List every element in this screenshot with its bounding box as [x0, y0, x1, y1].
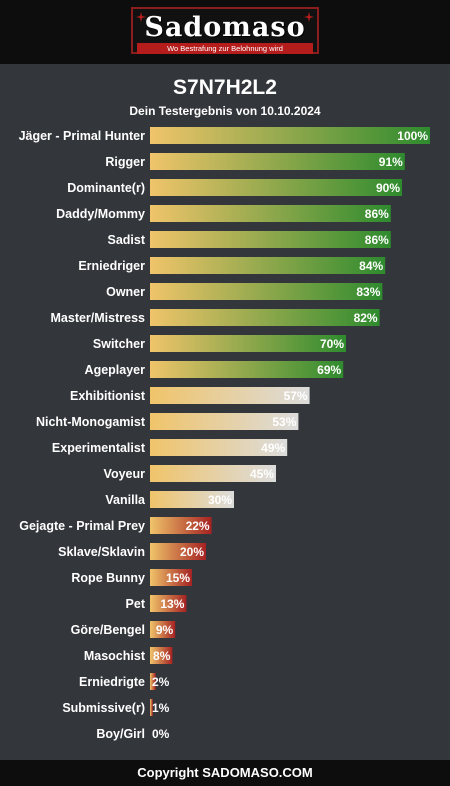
result-bar [150, 439, 288, 456]
category-label: Sklave/Sklavin [58, 545, 145, 559]
value-label: 9% [156, 623, 174, 637]
result-bar [150, 673, 156, 690]
header-bar: Sadomaso Wo Bestrafung zur Belohnung wir… [0, 0, 450, 64]
category-label: Daddy/Mommy [56, 207, 145, 221]
result-bar [150, 699, 153, 716]
category-label: Exhibitionist [70, 389, 146, 403]
value-label: 90% [376, 181, 400, 195]
result-bar [150, 179, 402, 196]
category-label: Sadist [107, 233, 145, 247]
category-label: Owner [106, 285, 145, 299]
value-label: 70% [320, 337, 344, 351]
result-bar [150, 647, 173, 664]
category-label: Rigger [105, 155, 145, 169]
category-label: Nicht-Monogamist [36, 415, 146, 429]
result-title: S7N7H2L2 [173, 76, 277, 99]
category-label: Pet [126, 597, 146, 611]
category-label: Göre/Bengel [71, 623, 145, 637]
value-label: 13% [160, 597, 184, 611]
value-label: 69% [317, 363, 341, 377]
category-label: Submissive(r) [62, 701, 145, 715]
value-label: 83% [356, 285, 380, 299]
result-bar [150, 543, 206, 560]
logo-tagline: Wo Bestrafung zur Belohnung wird [137, 43, 313, 54]
category-label: Jäger - Primal Hunter [19, 129, 146, 143]
result-bar [150, 491, 234, 508]
category-label: Masochist [84, 649, 146, 663]
value-label: 100% [397, 129, 428, 143]
value-label: 84% [359, 259, 383, 273]
value-label: 49% [261, 441, 285, 455]
category-label: Switcher [93, 337, 145, 351]
category-label: Gejagte - Primal Prey [19, 519, 145, 533]
result-bar [150, 153, 405, 170]
result-bar [150, 309, 380, 326]
result-bar-chart: Jäger - Primal Hunter 100% Rigger 91% Domina… [19, 127, 430, 741]
category-label: Master/Mistress [51, 311, 146, 325]
site-logo[interactable]: Sadomaso Wo Bestrafung zur Belohnung wir… [131, 7, 319, 54]
value-label: 30% [208, 493, 232, 507]
result-bar [150, 205, 391, 222]
result-bar [150, 621, 176, 638]
result-bar [150, 257, 386, 274]
category-label: Dominante(r) [67, 181, 145, 195]
result-bar [150, 569, 192, 586]
value-label: 2% [152, 675, 170, 689]
result-bar [150, 595, 187, 612]
category-label: Voyeur [104, 467, 146, 481]
value-label: 0% [152, 727, 170, 741]
result-bar [150, 231, 391, 248]
result-bar [150, 335, 346, 352]
ornament-icon [136, 12, 146, 22]
value-label: 91% [379, 155, 403, 169]
value-label: 57% [284, 389, 308, 403]
category-label: Erniedrigte [79, 675, 145, 689]
value-label: 82% [354, 311, 378, 325]
value-label: 86% [365, 207, 389, 221]
result-bar [150, 517, 212, 534]
value-label: 15% [166, 571, 190, 585]
value-label: 22% [186, 519, 210, 533]
logo-text: Sadomaso [144, 12, 306, 43]
result-bar [150, 127, 430, 144]
category-label: Erniedriger [78, 259, 145, 273]
value-label: 45% [250, 467, 274, 481]
result-bar [150, 361, 344, 378]
result-subtitle: Dein Testergebnis von 10.10.2024 [129, 104, 321, 118]
category-label: Rope Bunny [71, 571, 145, 585]
footer-bar: Copyright SADOMASO.COM [0, 760, 450, 786]
result-bar [150, 283, 383, 300]
category-label: Boy/Girl [96, 727, 145, 741]
value-label: 86% [365, 233, 389, 247]
category-label: Experimentalist [52, 441, 146, 455]
value-label: 8% [153, 649, 171, 663]
value-label: 20% [180, 545, 204, 559]
value-label: 1% [152, 701, 170, 715]
category-label: Ageplayer [85, 363, 146, 377]
result-bar [150, 387, 310, 404]
result-bar [150, 413, 299, 430]
ornament-icon [304, 12, 314, 22]
category-label: Vanilla [105, 493, 146, 507]
result-bar [150, 465, 276, 482]
footer-copyright: Copyright SADOMASO.COM [137, 765, 313, 780]
value-label: 53% [272, 415, 296, 429]
